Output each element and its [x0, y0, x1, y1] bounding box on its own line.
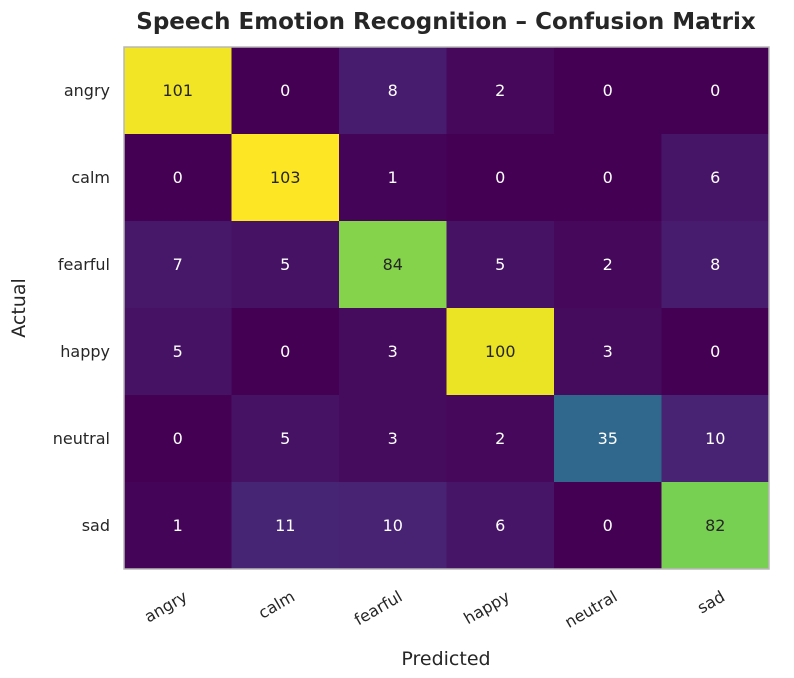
heatmap-cell: [339, 47, 447, 135]
heatmap-cell: [124, 47, 232, 135]
x-tick-label: calm: [255, 587, 298, 623]
x-axis-label: Predicted: [401, 648, 490, 670]
cell-value-label: 5: [280, 255, 290, 274]
cell-value-label: 11: [275, 516, 295, 535]
cell-value-label: 0: [173, 168, 183, 187]
cell-value-label: 82: [705, 516, 725, 535]
cell-value-label: 0: [710, 342, 720, 361]
heatmap-cell: [661, 482, 770, 570]
cell-value-label: 2: [603, 255, 613, 274]
cell-value-label: 5: [495, 255, 505, 274]
cell-value-label: 0: [710, 81, 720, 100]
cell-value-label: 3: [388, 429, 398, 448]
cell-value-label: 3: [603, 342, 613, 361]
heatmap-cell: [124, 134, 232, 222]
heatmap-cell: [554, 308, 662, 396]
cell-value-labels: 101 0 8 2 0 00 103 1 0 0 67 5 84 5 2 85 0 3 100 3 00 5 3 2 35 101…: [162, 81, 725, 535]
heatmap-cell: [124, 482, 232, 570]
heatmap-cell: [446, 395, 555, 483]
x-tick-label: fearful: [351, 587, 406, 629]
y-tick-label: angry: [64, 81, 110, 100]
cell-value-label: 0: [280, 81, 290, 100]
heatmap-cell: [446, 134, 555, 222]
cell-value-label: 84: [383, 255, 403, 274]
cell-value-label: 100: [485, 342, 516, 361]
x-tick-label: happy: [460, 587, 513, 628]
heatmap-cell: [446, 47, 555, 135]
cell-value-label: 7: [173, 255, 183, 274]
cell-value-label: 0: [280, 342, 290, 361]
heatmap-cell: [339, 221, 447, 309]
y-tick-label: sad: [82, 516, 110, 535]
heatmap-cells: [124, 47, 770, 570]
heatmap-cell: [661, 47, 770, 135]
cell-value-label: 8: [710, 255, 720, 274]
heatmap-cell: [661, 395, 770, 483]
y-tick-label: calm: [71, 168, 110, 187]
cell-value-label: 3: [388, 342, 398, 361]
cell-value-label: 1: [388, 168, 398, 187]
cell-value-label: 5: [173, 342, 183, 361]
cell-value-label: 8: [388, 81, 398, 100]
x-tick-labels: angry calm fearful happy neutral sad: [141, 587, 728, 632]
x-tick-label: neutral: [561, 587, 620, 632]
heatmap-cell: [231, 308, 340, 396]
heatmap-cell: [339, 395, 447, 483]
x-tick-label: angry: [141, 587, 190, 627]
cell-value-label: 10: [383, 516, 403, 535]
heatmap-cell: [446, 221, 555, 309]
heatmap-cell: [339, 134, 447, 222]
y-tick-label: fearful: [58, 255, 110, 274]
cell-value-label: 6: [495, 516, 505, 535]
heatmap-cell: [661, 221, 770, 309]
cell-value-label: 101: [162, 81, 193, 100]
cell-value-label: 2: [495, 429, 505, 448]
cell-value-label: 0: [495, 168, 505, 187]
heatmap-cell: [554, 134, 662, 222]
y-tick-label: happy: [60, 342, 110, 361]
cell-value-label: 2: [495, 81, 505, 100]
heatmap-cell: [554, 482, 662, 570]
heatmap-cell: [124, 395, 232, 483]
cell-value-label: 5: [280, 429, 290, 448]
heatmap-cell: [124, 221, 232, 309]
cell-value-label: 1: [173, 516, 183, 535]
heatmap-cell: [554, 47, 662, 135]
heatmap-cell: [231, 482, 340, 570]
y-tick-label: neutral: [53, 429, 110, 448]
plot-frame: [123, 46, 770, 570]
x-tick-label: sad: [694, 587, 728, 618]
heatmap-cell: [661, 308, 770, 396]
heatmap-cell: [554, 395, 662, 483]
heatmap-cell: [661, 134, 770, 222]
heatmap-cell: [554, 221, 662, 309]
cell-value-label: 103: [270, 168, 301, 187]
heatmap-cell: [231, 395, 340, 483]
heatmap-cell: [446, 482, 555, 570]
cell-value-label: 0: [603, 516, 613, 535]
cell-value-label: 35: [598, 429, 618, 448]
cell-value-label: 0: [603, 81, 613, 100]
heatmap-cell: [339, 308, 447, 396]
heatmap-cell: [446, 308, 555, 396]
cell-value-label: 6: [710, 168, 720, 187]
chart-title: Speech Emotion Recognition – Confusion M…: [136, 9, 756, 35]
cell-value-label: 0: [173, 429, 183, 448]
heatmap-cell: [339, 482, 447, 570]
heatmap-cell: [231, 47, 340, 135]
heatmap-cell: [231, 221, 340, 309]
y-axis-label: Actual: [8, 278, 30, 338]
heatmap-cell: [124, 308, 232, 396]
y-tick-labels: angry calm fearful happy neutral sad: [53, 81, 110, 535]
heatmap-cell: [231, 134, 340, 222]
cell-value-label: 0: [603, 168, 613, 187]
cell-value-label: 10: [705, 429, 725, 448]
